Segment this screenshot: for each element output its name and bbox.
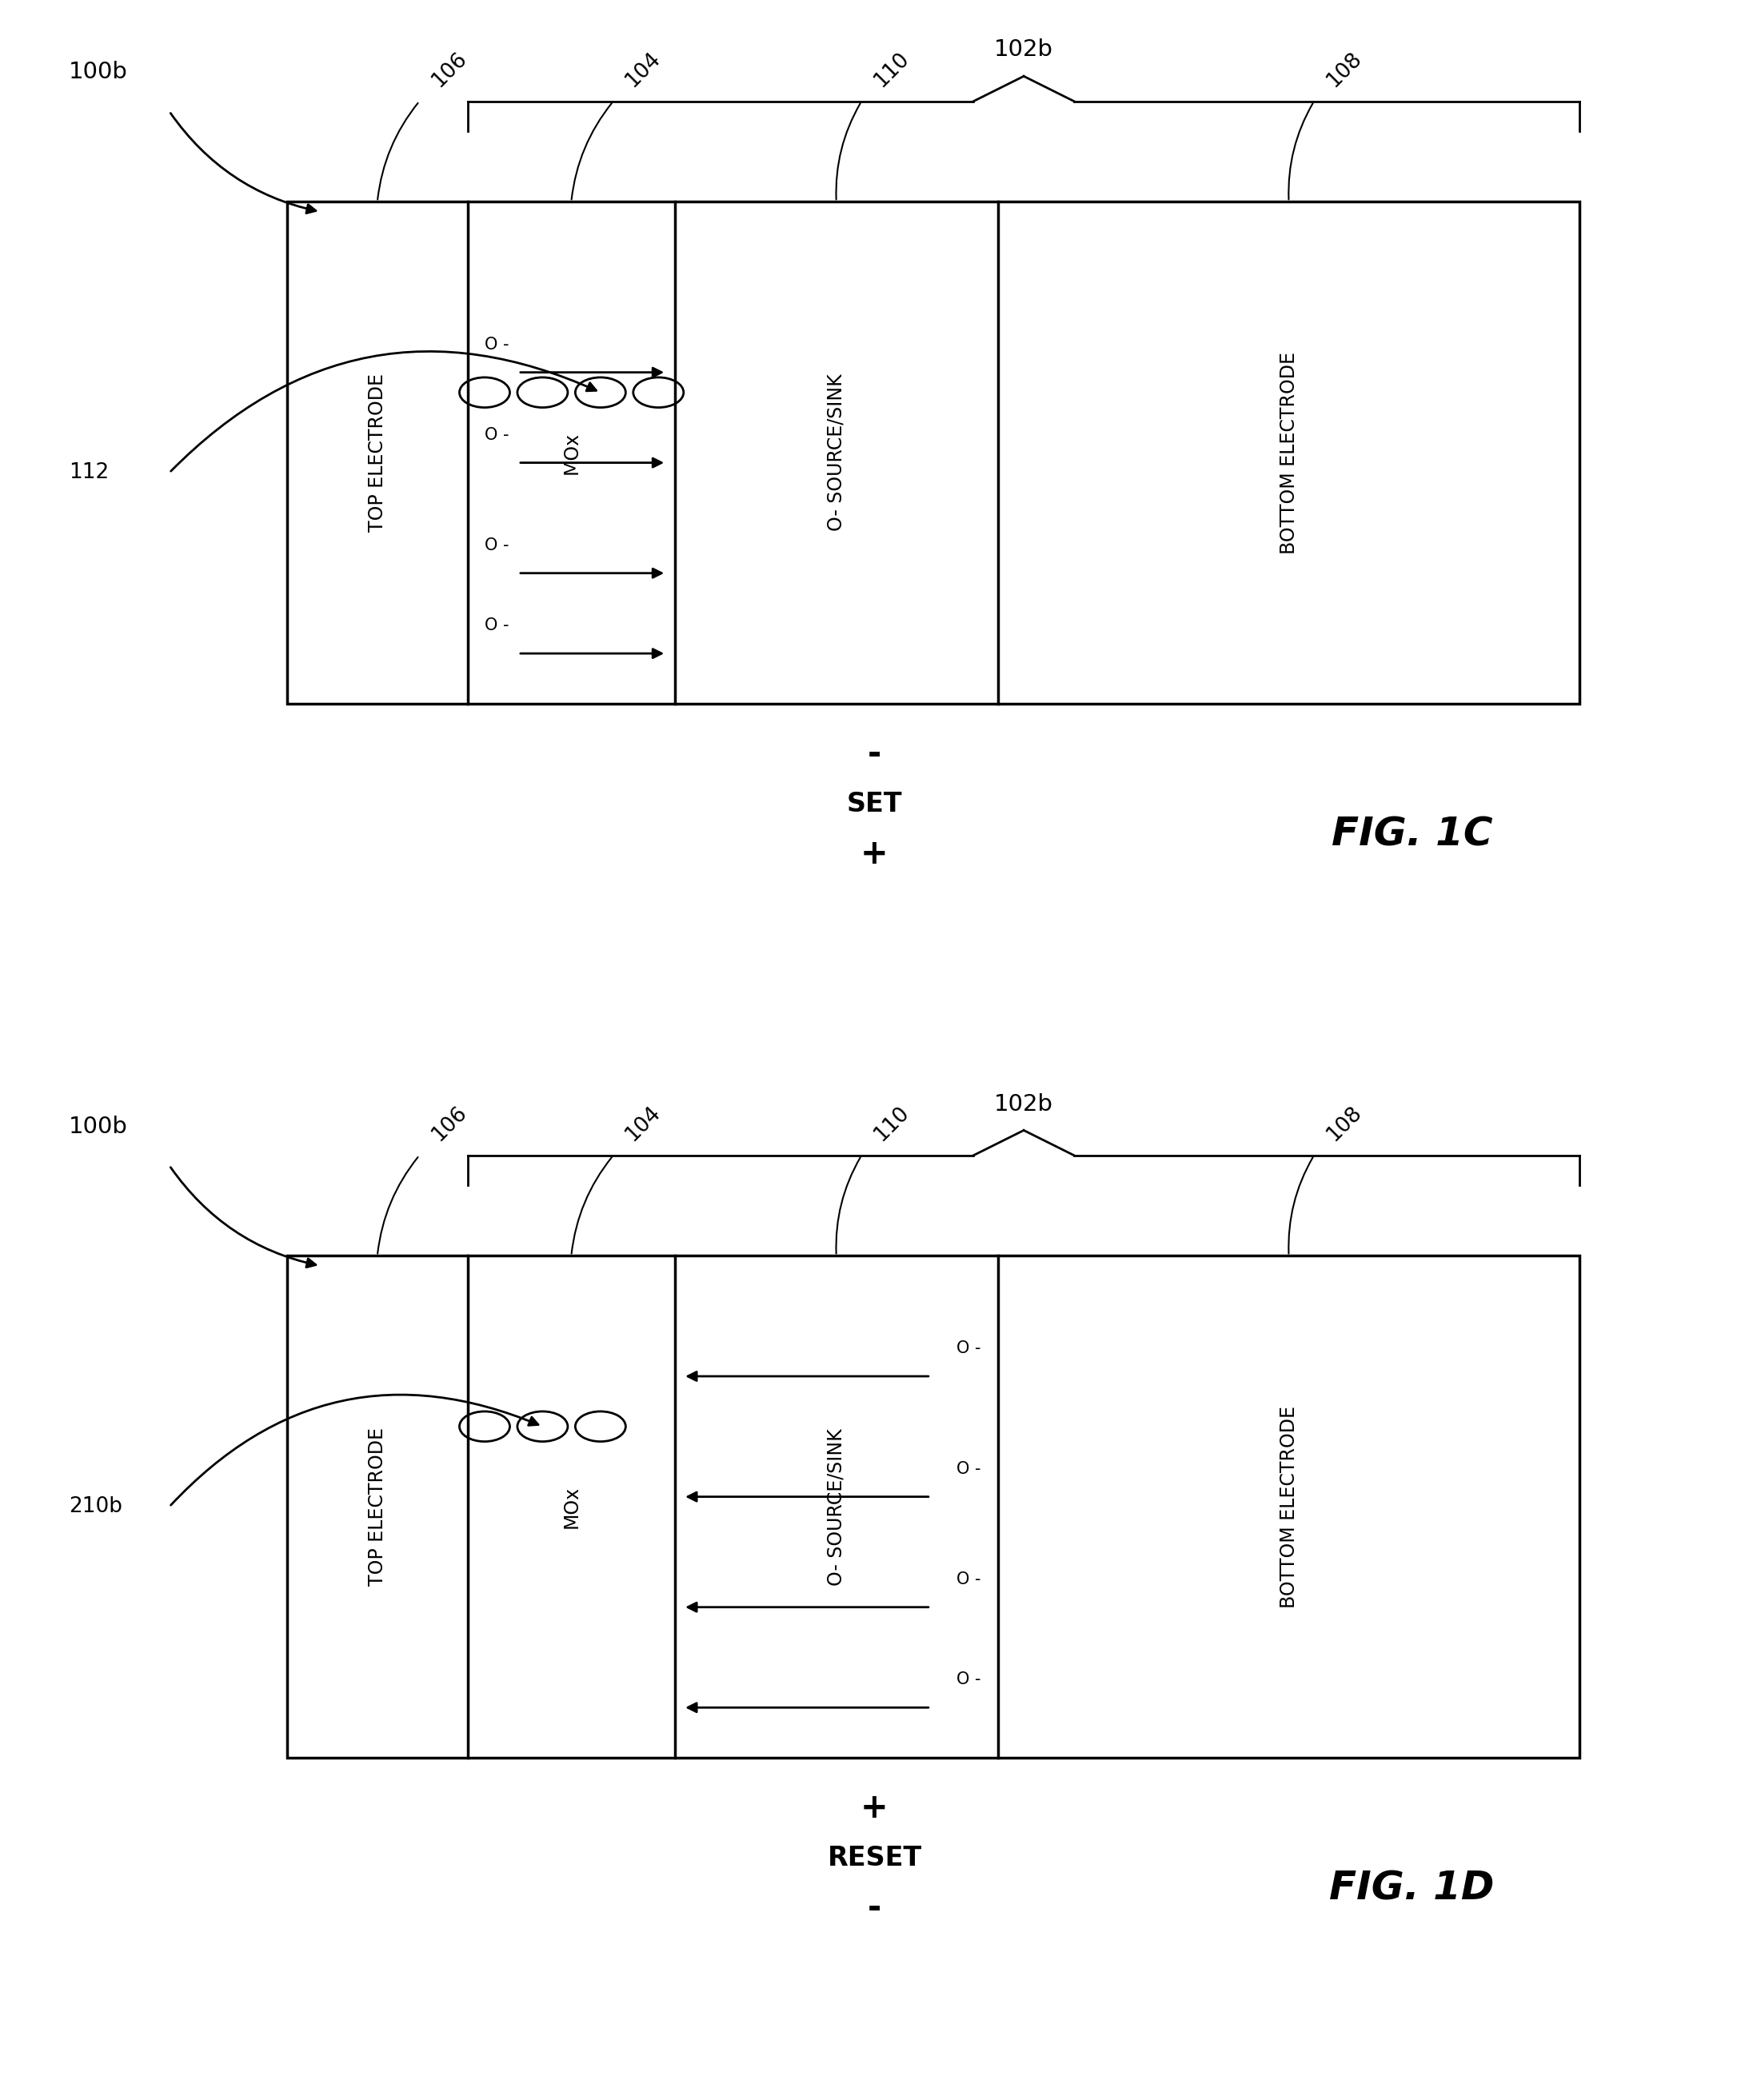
Text: RESET: RESET	[827, 1846, 922, 1871]
Text: FIG. 1C: FIG. 1C	[1331, 815, 1492, 853]
Text: 100b: 100b	[68, 1115, 128, 1138]
Text: O -: O -	[484, 426, 509, 443]
Text: O -: O -	[957, 1340, 981, 1357]
Text: FIG. 1D: FIG. 1D	[1329, 1869, 1494, 1907]
Text: SET: SET	[847, 792, 902, 817]
Text: O -: O -	[957, 1672, 981, 1688]
Text: 108: 108	[1322, 48, 1366, 90]
Text: 100b: 100b	[68, 61, 128, 84]
Text: O- SOURCE/SINK: O- SOURCE/SINK	[827, 374, 847, 531]
Text: 104: 104	[621, 1103, 665, 1144]
Bar	[287, 202, 1579, 704]
Text: 104: 104	[621, 48, 665, 90]
Text: -: -	[868, 737, 881, 771]
Text: BOTTOM ELECTRODE: BOTTOM ELECTRODE	[1279, 1405, 1298, 1609]
Text: BOTTOM ELECTRODE: BOTTOM ELECTRODE	[1279, 351, 1298, 554]
Text: -: -	[868, 1892, 881, 1926]
Text: O- SOURCE/SINK: O- SOURCE/SINK	[827, 1428, 847, 1586]
Bar	[287, 1256, 1579, 1758]
Text: +: +	[861, 1791, 888, 1825]
Text: 112: 112	[68, 462, 108, 483]
Text: 110: 110	[869, 1103, 913, 1144]
Text: O -: O -	[957, 1462, 981, 1476]
Text: 108: 108	[1322, 1103, 1366, 1144]
Text: TOP ELECTRODE: TOP ELECTRODE	[367, 374, 387, 531]
Text: 106: 106	[429, 48, 470, 90]
Text: 106: 106	[429, 1103, 470, 1144]
Text: O -: O -	[484, 336, 509, 353]
Text: +: +	[861, 838, 888, 872]
Text: O -: O -	[484, 617, 509, 634]
Text: 110: 110	[869, 48, 913, 90]
Text: 102b: 102b	[993, 38, 1053, 61]
Text: TOP ELECTRODE: TOP ELECTRODE	[367, 1428, 387, 1586]
Text: MOx: MOx	[561, 1485, 581, 1529]
Text: 102b: 102b	[993, 1092, 1053, 1115]
Text: MOx: MOx	[561, 430, 581, 475]
Text: O -: O -	[957, 1571, 981, 1588]
Text: O -: O -	[484, 538, 509, 552]
Text: 210b: 210b	[68, 1497, 122, 1516]
